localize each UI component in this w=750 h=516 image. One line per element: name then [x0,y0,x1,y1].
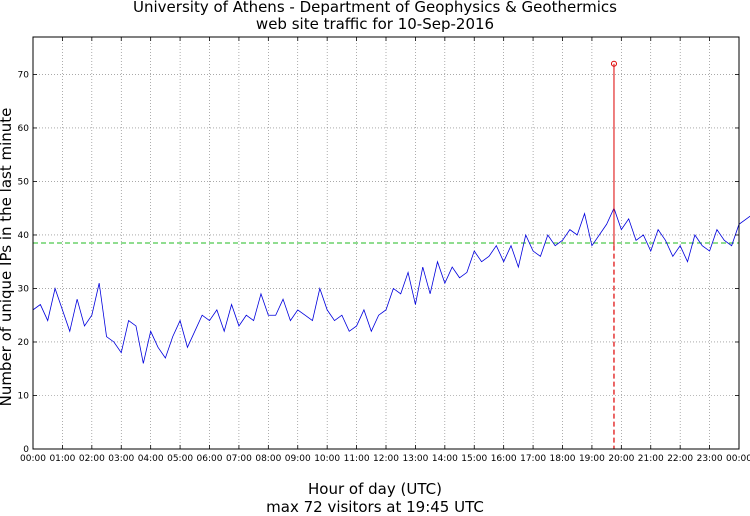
x-tick-label: 22:00 [667,454,693,464]
y-tick-label: 0 [23,445,29,455]
x-axis-label: Hour of day (UTC) [308,480,442,498]
x-tick-label: 12:00 [373,454,399,464]
x-tick-label: 19:00 [579,454,605,464]
x-tick-label: 02:00 [79,454,105,464]
y-tick-label: 20 [18,338,30,348]
x-tick-label: 04:00 [138,454,164,464]
x-tick-label: 20:00 [608,454,634,464]
x-tick-label: 15:00 [461,454,487,464]
x-tick-label: 03:00 [108,454,134,464]
series-visitors-line [32,207,750,364]
y-tick-label: 50 [18,177,30,187]
y-axis-label: Number of unique IPs in the last minute [0,107,15,407]
axis-ticks: 00:00 01:00 02:00 03:00 04:00 05:00 06:00 07:00… [18,37,750,464]
y-tick-label: 10 [18,391,30,401]
x-tick-label: 17:00 [520,454,546,464]
x-tick-label: 16:00 [491,454,517,464]
x-tick-label: 21:00 [638,454,664,464]
grid-lines [33,37,739,449]
x-tick-label: 08:00 [255,454,281,464]
max-point-marker [610,60,617,67]
x-tick-label: 01:00 [49,454,75,464]
x-tick-label: 09:00 [285,454,311,464]
x-tick-label: 23:00 [697,454,723,464]
x-tick-label: 06:00 [197,454,223,464]
x-tick-label: 10:00 [314,454,340,464]
x-tick-label: 14:00 [432,454,458,464]
x-tick-label: 11:00 [344,454,370,464]
chart-subtitle: web site traffic for 10-Sep-2016 [255,15,495,33]
chart-title: University of Athens - Department of Geo… [133,0,617,16]
x-tick-label: 00:00 [20,454,46,464]
x-tick-label: 05:00 [167,454,193,464]
chart-footer: max 72 visitors at 19:45 UTC [266,498,484,516]
y-tick-label: 30 [18,284,30,294]
x-tick-label: 00:00 [726,454,750,464]
y-tick-label: 60 [18,124,30,134]
y-tick-label: 40 [18,231,30,241]
x-tick-label: 13:00 [402,454,428,464]
x-tick-label: 18:00 [550,454,576,464]
x-tick-label: 07:00 [226,454,252,464]
y-tick-label: 70 [18,70,30,80]
